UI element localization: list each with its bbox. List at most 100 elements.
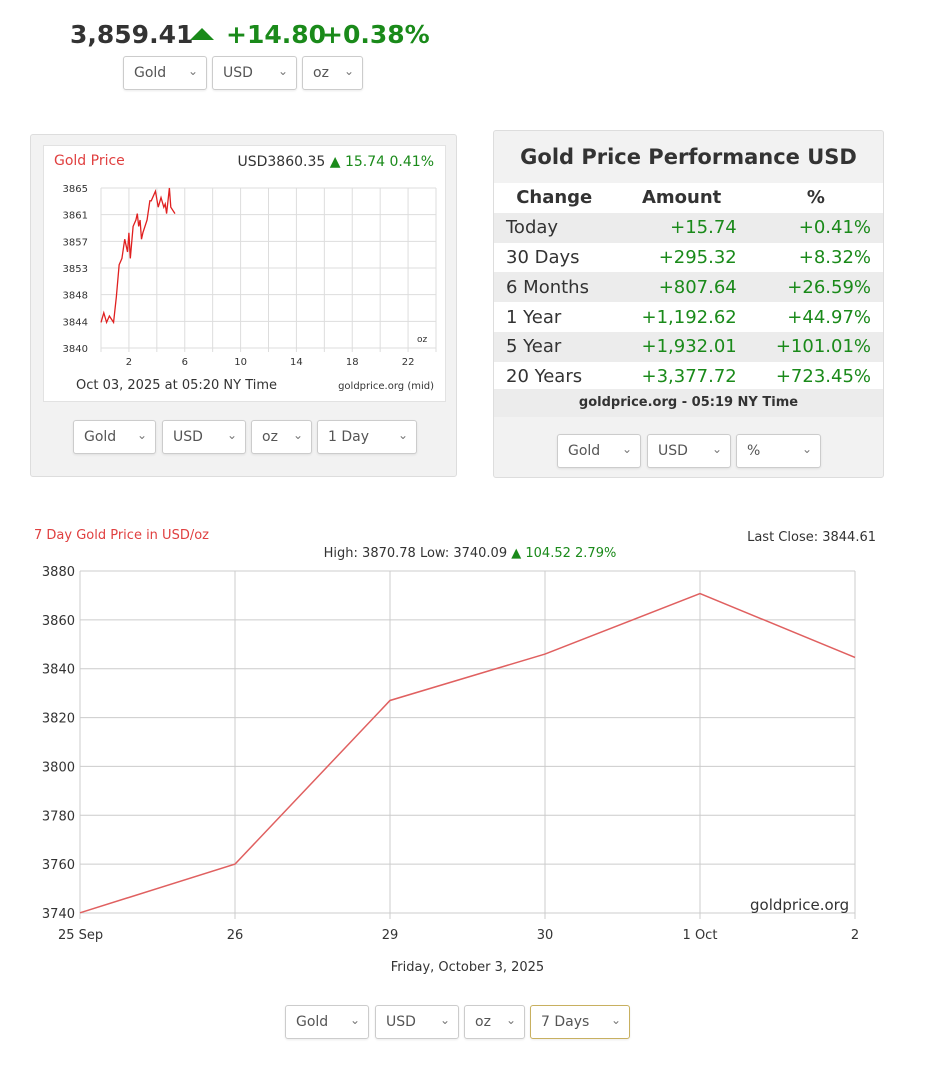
y-tick-label: 3800 [42, 760, 75, 775]
x-tick-label: 30 [537, 928, 554, 943]
performance-row: 6 Months +807.64 +26.59% [494, 272, 883, 303]
chevron-down-icon: ⌄ [801, 442, 812, 456]
big-chart-watermark: goldprice.org [750, 896, 850, 914]
big-chart-change-pct: 2.79% [575, 546, 617, 561]
header-change: +14.80 [226, 20, 327, 49]
currency-select[interactable]: USD ⌄ [375, 1005, 459, 1039]
y-tick-label: 3740 [42, 907, 75, 922]
x-tick-label: 26 [227, 928, 244, 943]
x-tick-label: 14 [290, 357, 303, 368]
big-chart-title: 7 Day Gold Price in USD/oz [34, 528, 209, 543]
percent-value: +101.01% [748, 331, 883, 362]
small-chart-change-pct: 0.41% [389, 154, 434, 170]
last-close: Last Close: 3844.61 [747, 530, 876, 545]
chevron-down-icon: ⌄ [621, 442, 632, 456]
chevron-down-icon: ⌄ [439, 1013, 450, 1027]
metal-select[interactable]: Gold ⌄ [557, 434, 641, 468]
y-tick-label: 3840 [42, 663, 75, 678]
performance-row: 5 Year +1,932.01 +101.01% [494, 331, 883, 362]
small-chart: 3865 3861 3857 3853 3848 3844 3840 2 6 10 14 18 22 [63, 184, 437, 368]
col-header: Amount [614, 183, 749, 213]
amount-value: +1,932.01 [614, 331, 749, 362]
currency-select[interactable]: USD ⌄ [647, 434, 731, 468]
x-tick-label: 25 Sep [58, 928, 103, 943]
x-tick-label: 2 [126, 357, 132, 368]
metal-select[interactable]: Gold ⌄ [285, 1005, 369, 1039]
amount-value: +295.32 [658, 246, 737, 268]
percent-value: +0.41% [748, 212, 883, 243]
chevron-down-icon: ⌄ [277, 64, 288, 78]
header-price: 3,859.41 [70, 20, 194, 49]
performance-table: Change Amount% Today +15.74 +0.41% 30 Days +2… [494, 183, 883, 392]
y-tick-label: 3820 [42, 712, 75, 727]
y-tick-label: 3840 [63, 344, 88, 355]
x-tick-label: 6 [182, 357, 188, 368]
amount-value: +15.74 [614, 212, 749, 243]
performance-row: Today +15.74 +0.41% [494, 212, 883, 243]
y-tick-label: 3861 [63, 211, 88, 222]
high-low: High: 3870.78 Low: 3740.09 [323, 546, 508, 561]
performance-row: 30 Days +295.32 +8.32% [494, 243, 883, 273]
y-tick-label: 3857 [63, 237, 88, 248]
period-label: Today [494, 212, 615, 243]
unit-select[interactable]: oz ⌄ [302, 56, 363, 90]
currency-select[interactable]: USD ⌄ [212, 56, 297, 90]
x-tick-label: 29 [382, 928, 399, 943]
big-chart-date: Friday, October 3, 2025 [390, 960, 545, 975]
amount-value: +1,192.62 [641, 306, 737, 328]
y-tick-label: 3844 [63, 317, 88, 328]
x-tick-label: 10 [234, 357, 247, 368]
performance-row: 1 Year +1,192.62 +44.97% [494, 302, 883, 332]
chevron-down-icon: ⌄ [711, 442, 722, 456]
small-chart-price: USD3860.35 [237, 154, 326, 170]
x-tick-label: 18 [346, 357, 359, 368]
performance-title: Gold Price Performance USD [520, 145, 857, 169]
chevron-down-icon: ⌄ [610, 1013, 621, 1027]
percent-value: +44.97% [787, 306, 871, 328]
x-tick-label: 22 [402, 357, 415, 368]
big-chart-change: 104.52 [525, 546, 571, 561]
performance-footer: goldprice.org - 05:19 NY Time [494, 389, 883, 417]
chevron-down-icon: ⌄ [349, 1013, 360, 1027]
metal-select[interactable]: Gold ⌄ [73, 420, 156, 454]
x-tick-label: 1 Oct [683, 928, 718, 943]
amount-value: +807.64 [614, 272, 749, 303]
chevron-down-icon: ⌄ [292, 428, 303, 442]
small-chart-source: goldprice.org (mid) [338, 381, 434, 392]
currency-select[interactable]: USD ⌄ [162, 420, 246, 454]
percent-value: +8.32% [798, 246, 871, 268]
period-label: 6 Months [494, 272, 615, 303]
period-label: 5 Year [494, 331, 615, 362]
display-select[interactable]: % ⌄ [736, 434, 821, 468]
y-tick-label: 3780 [42, 809, 75, 824]
chevron-down-icon: ⌄ [397, 428, 408, 442]
chevron-down-icon: ⌄ [136, 428, 147, 442]
period-select[interactable]: 7 Days ⌄ [530, 1005, 630, 1039]
price-line [100, 187, 176, 325]
period-label: 30 Days [506, 246, 580, 268]
up-triangle-icon [190, 28, 214, 40]
unit-select[interactable]: oz ⌄ [251, 420, 312, 454]
chevron-down-icon: ⌄ [505, 1013, 516, 1027]
metal-select[interactable]: Gold ⌄ [123, 56, 207, 90]
chevron-down-icon: ⌄ [343, 64, 354, 78]
up-triangle-icon: ▲ [511, 546, 522, 561]
percent-value: +26.59% [748, 272, 883, 303]
y-tick-label: 3853 [63, 264, 88, 275]
header-change-pct: +0.38% [322, 20, 430, 49]
performance-panel: Gold Price Performance USD Change Amount%… [493, 130, 884, 478]
small-chart-panel: Gold Price USD3860.35 ▲ 15.74 0.41% 3865… [30, 134, 457, 477]
small-chart-change: 15.74 [344, 154, 386, 170]
percent-value: +723.45% [775, 366, 871, 388]
up-triangle-icon: ▲ [329, 154, 341, 170]
small-chart-title: Gold Price [54, 153, 125, 169]
price-line [79, 592, 856, 914]
x-tick-label: 2 [851, 928, 859, 943]
period-select[interactable]: 1 Day ⌄ [317, 420, 417, 454]
unit-select[interactable]: oz ⌄ [464, 1005, 525, 1039]
small-chart-unit: oz [417, 335, 428, 345]
amount-value: +3,377.72 [641, 366, 737, 388]
y-tick-label: 3865 [63, 184, 88, 195]
small-chart-timestamp: Oct 03, 2025 at 05:20 NY Time [76, 378, 278, 393]
y-tick-label: 3760 [42, 858, 75, 873]
